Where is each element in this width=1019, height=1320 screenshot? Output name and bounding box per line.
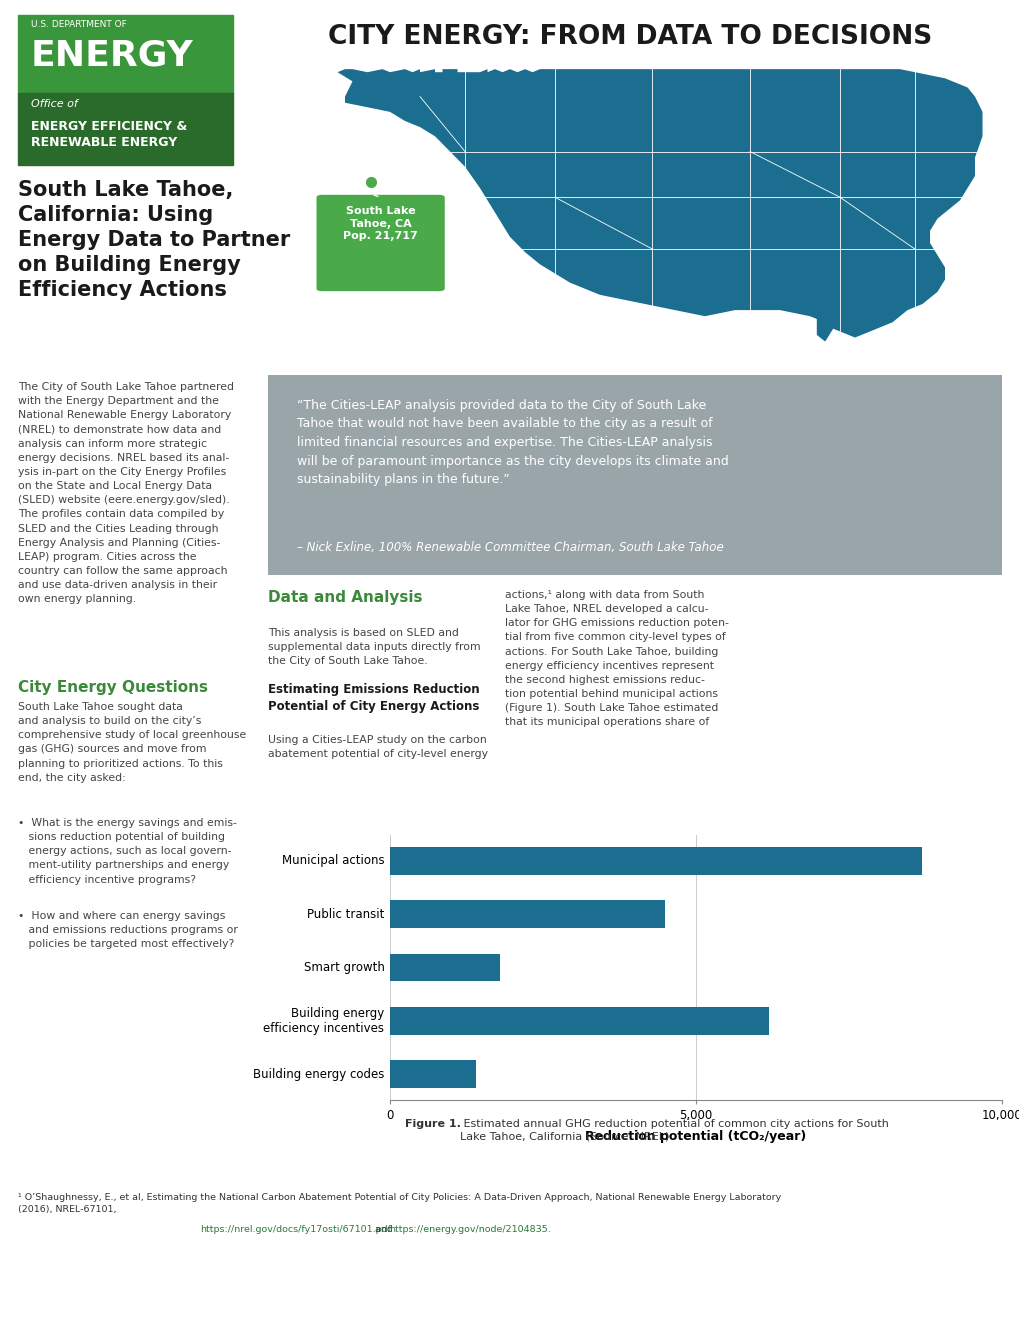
Text: Figure 1.: Figure 1. [405,1118,461,1129]
FancyBboxPatch shape [316,195,444,292]
Text: actions,¹ along with data from South
Lake Tahoe, NREL developed a calcu-
lator f: actions,¹ along with data from South Lak… [504,590,729,727]
Text: CITY ENERGY: FROM DATA TO DECISIONS: CITY ENERGY: FROM DATA TO DECISIONS [327,25,931,50]
Text: Using a Cities-LEAP study on the carbon
abatement potential of city-level energy: Using a Cities-LEAP study on the carbon … [268,735,487,759]
Text: South Lake Tahoe,
California: Using
Energy Data to Partner
on Building Energy
Ef: South Lake Tahoe, California: Using Ener… [18,180,290,301]
Text: ENERGY: ENERGY [31,40,194,73]
Text: ENERGY EFFICIENCY &
RENEWABLE ENERGY: ENERGY EFFICIENCY & RENEWABLE ENERGY [31,120,186,149]
Bar [18,92,232,165]
Text: Estimating Emissions Reduction
Potential of City Energy Actions: Estimating Emissions Reduction Potential… [268,682,479,713]
Text: U.S. DEPARTMENT OF: U.S. DEPARTMENT OF [31,20,126,29]
Text: South Lake
Tahoe, CA
Pop. 21,717: South Lake Tahoe, CA Pop. 21,717 [343,206,418,242]
Text: South Lake Tahoe sought data
and analysis to build on the city’s
comprehensive s: South Lake Tahoe sought data and analysi… [18,702,246,783]
Text: https://nrel.gov/docs/fy17osti/67101.pdf: https://nrel.gov/docs/fy17osti/67101.pdf [200,1225,390,1234]
Text: City Energy Questions: City Energy Questions [18,680,208,696]
Bar [389,1007,768,1035]
Bar [389,953,499,981]
Polygon shape [816,304,832,341]
Polygon shape [337,69,981,338]
Bar [389,900,664,928]
Text: The City of South Lake Tahoe partnered
with the Energy Department and the
Nation: The City of South Lake Tahoe partnered w… [18,381,233,605]
Text: – Nick Exline, 100% Renewable Committee Chairman, South Lake Tahoe: – Nick Exline, 100% Renewable Committee … [298,541,723,554]
Bar [18,15,232,92]
Text: and: and [372,1225,395,1234]
Text: ¹ O’Shaughnessy, E., et al, Estimating the National Carbon Abatement Potential o: ¹ O’Shaughnessy, E., et al, Estimating t… [18,1193,781,1214]
Text: “The Cities-LEAP analysis provided data to the City of South Lake
Tahoe that wou: “The Cities-LEAP analysis provided data … [298,399,729,486]
Text: •  What is the energy savings and emis-
   sions reduction potential of building: • What is the energy savings and emis- s… [18,818,236,884]
Text: This analysis is based on SLED and
supplemental data inputs directly from
the Ci: This analysis is based on SLED and suppl… [268,628,480,667]
Text: Estimated annual GHG reduction potential of common city actions for South
Lake T: Estimated annual GHG reduction potential… [460,1118,889,1142]
Text: Office of: Office of [31,99,77,110]
X-axis label: Reduction potential (tCO₂/year): Reduction potential (tCO₂/year) [585,1130,806,1143]
Text: •  How and where can energy savings
   and emissions reductions programs or
   p: • How and where can energy savings and e… [18,911,237,949]
Text: Data and Analysis: Data and Analysis [268,590,422,605]
Bar [389,1060,475,1088]
Text: https://energy.gov/node/2104835.: https://energy.gov/node/2104835. [388,1225,550,1234]
Bar [389,847,921,875]
